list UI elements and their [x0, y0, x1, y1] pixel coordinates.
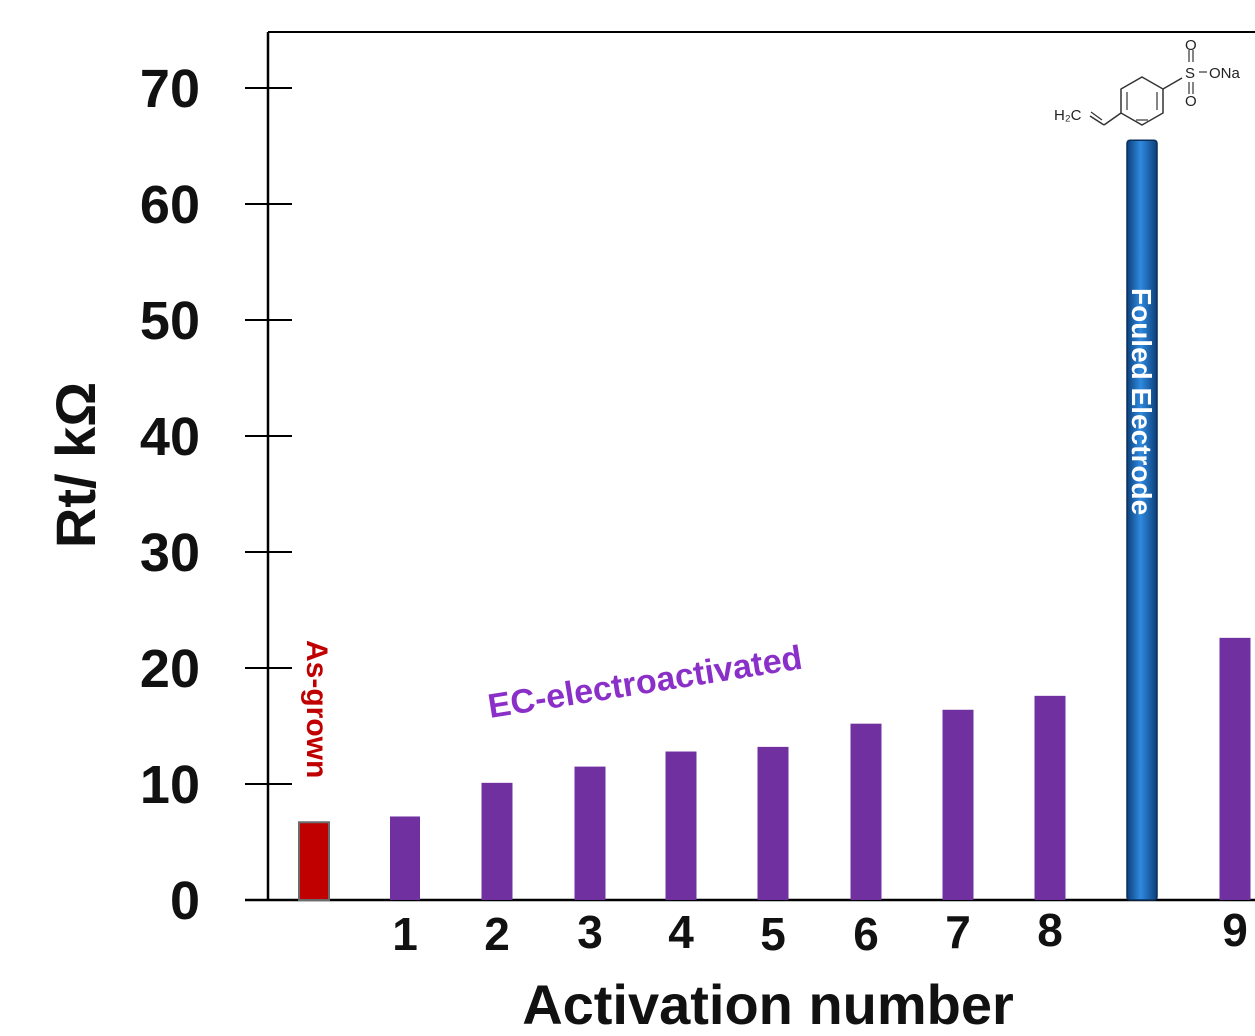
bars: [298, 139, 1251, 902]
bar: [574, 766, 606, 900]
x-tick-label: 5: [760, 908, 786, 960]
as-grown-annotation: As-grown: [300, 640, 333, 778]
y-ticks: 0 10 20 30 40 50 60 70: [140, 59, 292, 931]
y-tick-label: 60: [140, 175, 200, 235]
y-axis-title: Rt/ kΩ: [44, 382, 107, 548]
x-tick-labels: 1 2 3 4 5 6 7 8 9: [392, 904, 1248, 960]
ona-label: ONa: [1209, 65, 1241, 82]
x-tick-label: 1: [392, 908, 418, 960]
vinyl-double-bond: [1090, 111, 1103, 121]
bar: [1126, 139, 1158, 901]
y-tick-label: 30: [140, 523, 200, 583]
y-tick-label: 50: [140, 291, 200, 351]
bar: [665, 751, 697, 900]
x-tick-label: 7: [945, 906, 971, 958]
ec-electroactivated-annotation: EC-electroactivated: [485, 639, 805, 726]
ring-sulfur-bond: [1162, 77, 1183, 90]
y-tick-label: 20: [140, 639, 200, 699]
x-tick-label: 4: [668, 906, 694, 958]
bar: [481, 782, 513, 900]
y-tick-label: 10: [140, 755, 200, 815]
oxygen-top-label: O: [1185, 37, 1197, 54]
h2c-label: H₂C: [1054, 107, 1082, 124]
y-tick-label: 0: [170, 871, 200, 931]
bar: [942, 709, 974, 900]
vinyl-double-bond: [1089, 115, 1105, 126]
bar: [850, 723, 882, 900]
plot-frame: [245, 31, 1255, 902]
x-tick-label: 6: [853, 908, 879, 960]
fouled-electrode-annotation: Fouled Electrode: [1126, 288, 1157, 515]
sodium-styrenesulfonate-structure: H₂C S O O ONa: [1054, 37, 1241, 126]
x-tick-label: 9: [1222, 904, 1248, 956]
bar: [390, 816, 420, 900]
sulfur-label: S: [1185, 65, 1195, 82]
y-tick-label: 40: [140, 407, 200, 467]
oxygen-bottom-label: O: [1185, 93, 1197, 110]
x-tick-label: 2: [484, 908, 510, 960]
bar: [298, 821, 330, 902]
bar: [1219, 637, 1251, 900]
x-axis-title: Activation number: [522, 973, 1014, 1036]
bar: [1034, 695, 1066, 900]
vinyl-bond: [1103, 112, 1122, 126]
x-tick-label: 3: [577, 906, 603, 958]
bar: [757, 746, 789, 900]
y-tick-label: 70: [140, 59, 200, 119]
x-tick-label: 8: [1037, 904, 1063, 956]
